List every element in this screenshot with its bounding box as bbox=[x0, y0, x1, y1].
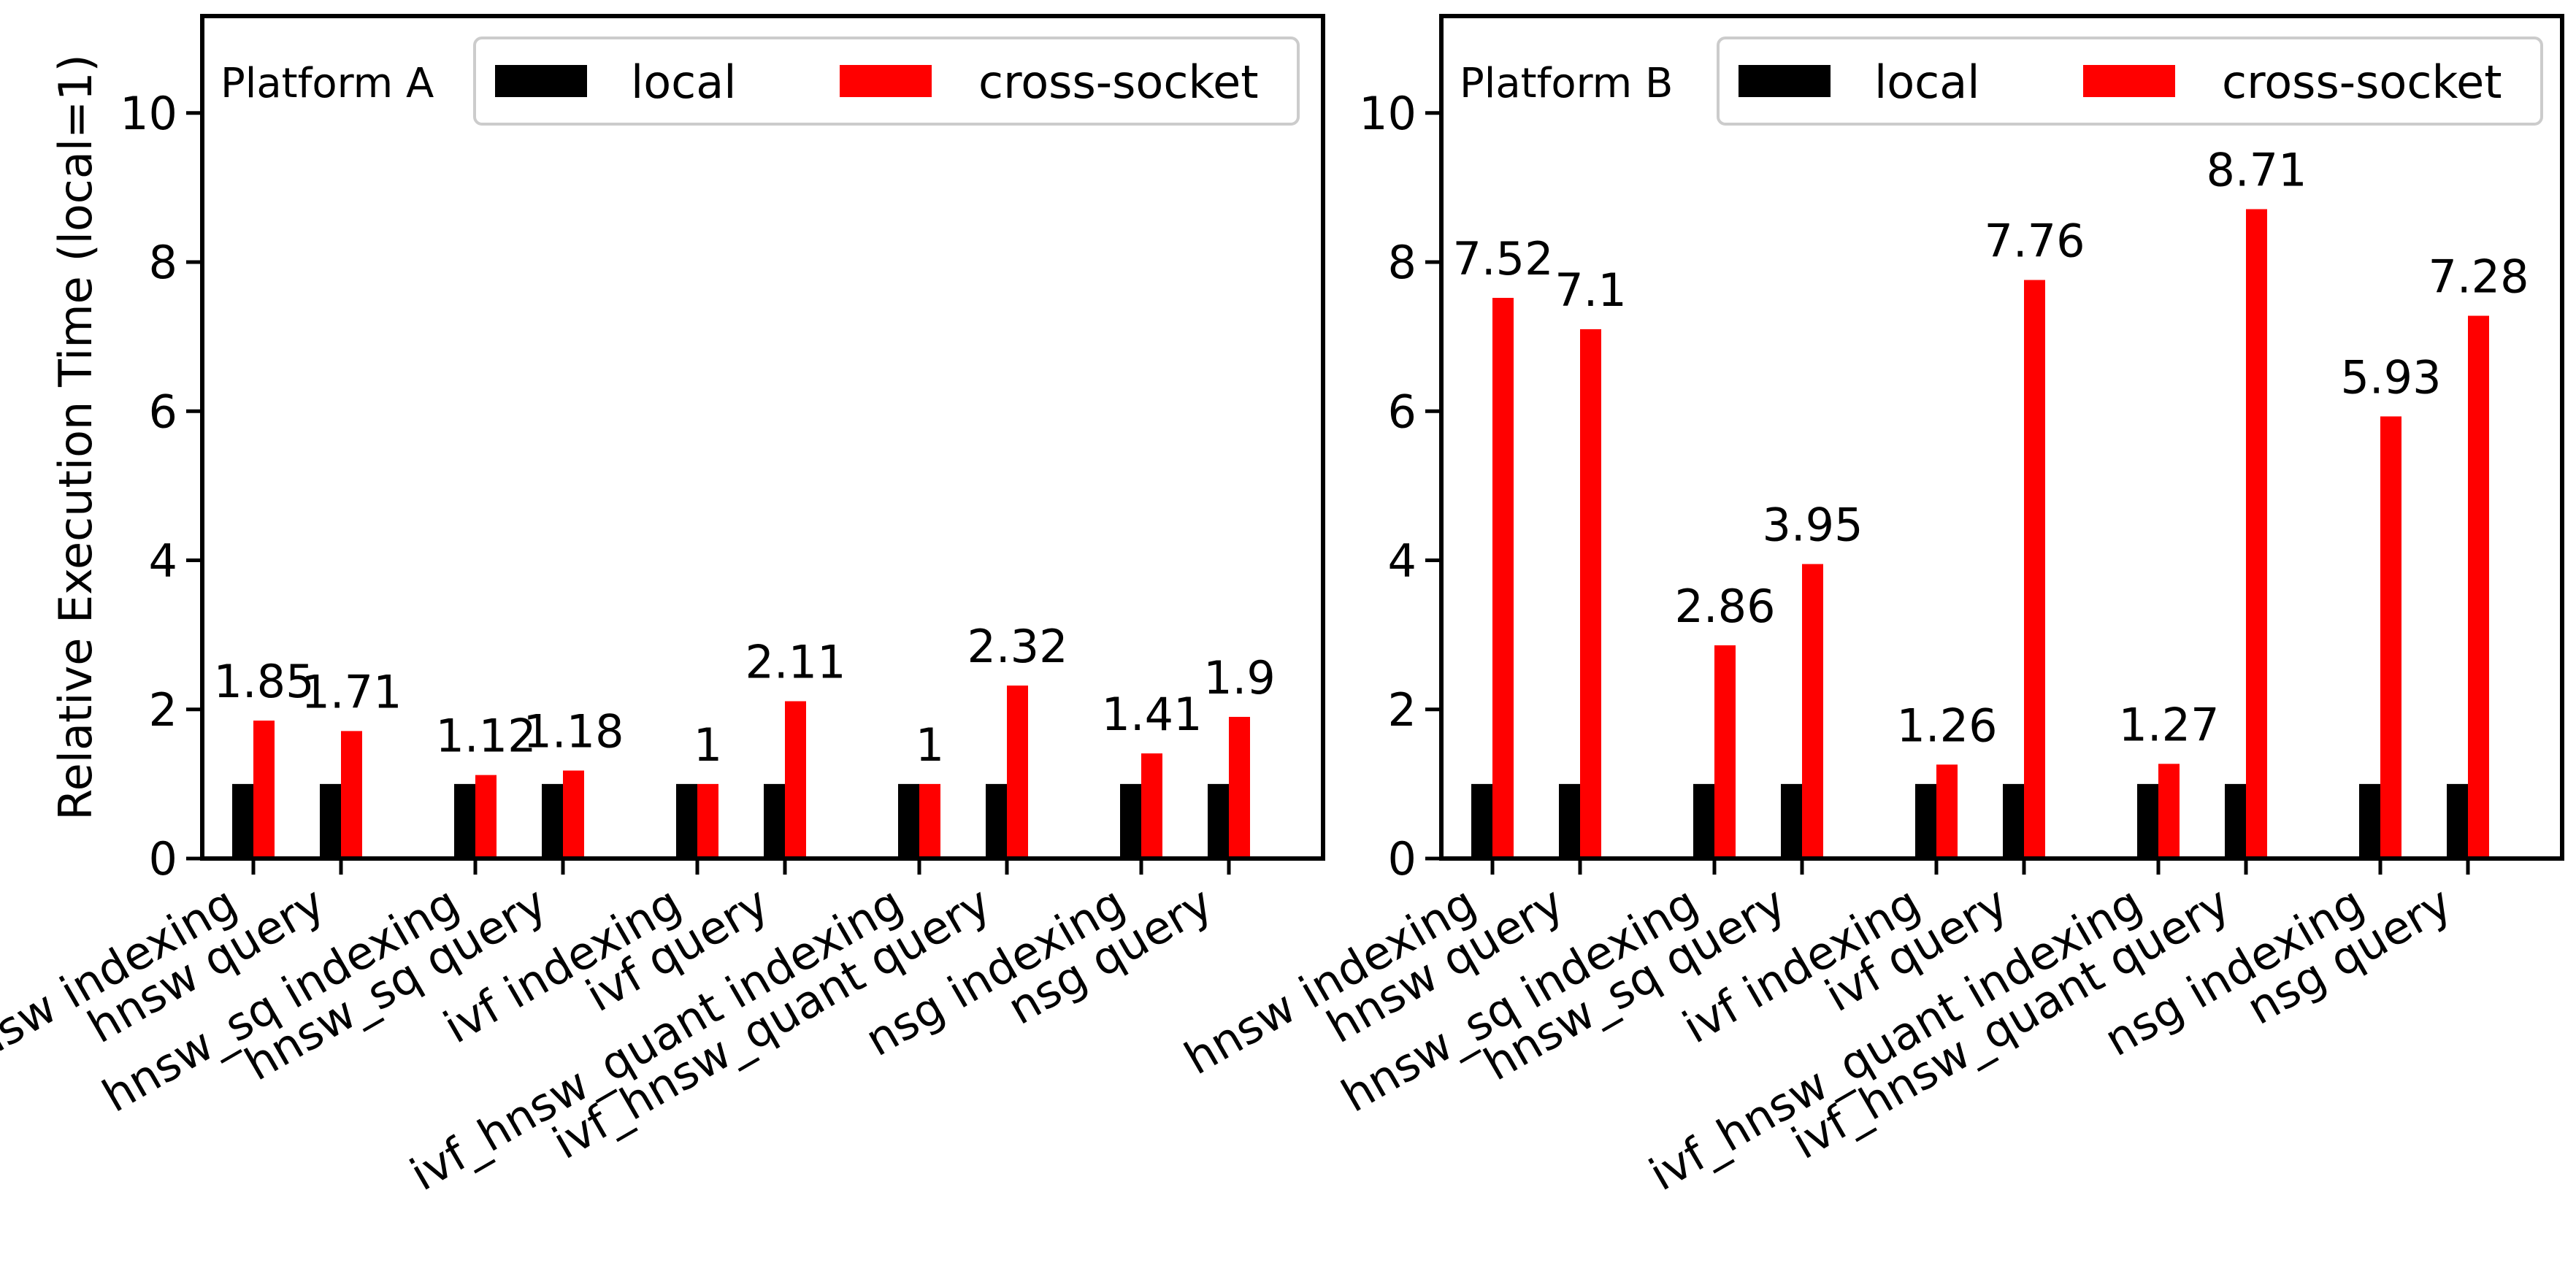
bar-cross-socket-2-7 bbox=[2158, 764, 2180, 859]
data-label-1-8: 2.32 bbox=[967, 620, 1067, 673]
legend-swatch-local-1 bbox=[495, 65, 587, 97]
data-label-1-1: 1.85 bbox=[213, 655, 314, 708]
legend-label-local-1: local bbox=[631, 55, 736, 109]
bar-cross-socket-1-8 bbox=[1007, 686, 1028, 859]
y-tick-label-1-1: 0 bbox=[149, 832, 177, 886]
data-label-2-8: 8.71 bbox=[2206, 144, 2307, 197]
data-label-2-5: 1.26 bbox=[1896, 699, 1997, 752]
y-tick-label-1-6: 10 bbox=[120, 87, 177, 140]
bar-local-2-7 bbox=[2137, 783, 2158, 859]
bar-cross-socket-1-6 bbox=[785, 701, 806, 859]
bar-cross-socket-1-10 bbox=[1229, 716, 1250, 859]
y-tick-label-2-2: 2 bbox=[1388, 683, 1417, 737]
bar-cross-socket-1-2 bbox=[341, 731, 362, 859]
bar-local-2-3 bbox=[1693, 783, 1714, 859]
bar-local-1-9 bbox=[1120, 783, 1141, 859]
bar-local-2-1 bbox=[1471, 783, 1492, 859]
bar-cross-socket-1-7 bbox=[919, 783, 940, 859]
bar-cross-socket-2-1 bbox=[1492, 298, 1514, 859]
legend-swatch-cross-socket-1 bbox=[840, 65, 932, 97]
data-label-2-10: 7.28 bbox=[2428, 250, 2529, 304]
bar-cross-socket-2-6 bbox=[2024, 280, 2045, 859]
bar-cross-socket-2-9 bbox=[2380, 416, 2401, 859]
bar-local-2-9 bbox=[2359, 783, 2380, 859]
bar-local-1-2 bbox=[320, 783, 341, 859]
y-tick-label-2-4: 6 bbox=[1388, 385, 1417, 438]
bar-local-2-10 bbox=[2447, 783, 2468, 859]
legend-label-cross-socket-1: cross-socket bbox=[978, 55, 1259, 109]
y-tick-label-2-6: 10 bbox=[1359, 87, 1417, 140]
bar-cross-socket-1-1 bbox=[253, 721, 275, 859]
data-label-2-6: 7.76 bbox=[1984, 215, 2085, 268]
bar-cross-socket-2-2 bbox=[1580, 329, 1601, 859]
y-tick-label-2-5: 8 bbox=[1388, 236, 1417, 289]
data-label-1-7: 1 bbox=[916, 718, 944, 772]
bar-local-2-2 bbox=[1559, 783, 1580, 859]
bar-local-1-5 bbox=[676, 783, 697, 859]
bar-cross-socket-1-3 bbox=[475, 775, 497, 859]
y-axis-label: Relative Execution Time (local=1) bbox=[49, 54, 102, 820]
legend-swatch-local-2 bbox=[1739, 65, 1831, 97]
data-label-2-7: 1.27 bbox=[2118, 698, 2219, 751]
data-label-2-1: 7.52 bbox=[1452, 232, 1553, 285]
panel-label-2: Platform B bbox=[1460, 60, 1673, 107]
bar-local-1-1 bbox=[232, 783, 253, 859]
data-label-1-9: 1.41 bbox=[1101, 688, 1202, 741]
bar-local-2-5 bbox=[1915, 783, 1936, 859]
data-label-1-10: 1.9 bbox=[1203, 651, 1276, 704]
data-label-2-3: 2.86 bbox=[1674, 580, 1775, 633]
bar-local-2-8 bbox=[2225, 783, 2246, 859]
bar-cross-socket-2-3 bbox=[1714, 645, 1736, 859]
data-label-2-2: 7.1 bbox=[1555, 264, 1627, 317]
bar-local-1-7 bbox=[898, 783, 919, 859]
bar-local-2-6 bbox=[2003, 783, 2024, 859]
bar-cross-socket-2-4 bbox=[1802, 564, 1823, 859]
data-label-2-9: 5.93 bbox=[2340, 350, 2441, 404]
bar-cross-socket-2-8 bbox=[2246, 209, 2267, 859]
panel-label-1: Platform A bbox=[221, 60, 434, 107]
data-label-1-3: 1.12 bbox=[435, 710, 536, 763]
bar-local-1-3 bbox=[454, 783, 475, 859]
legend-swatch-cross-socket-2 bbox=[2083, 65, 2175, 97]
bar-cross-socket-1-4 bbox=[563, 770, 584, 859]
legend-label-cross-socket-2: cross-socket bbox=[2222, 55, 2502, 109]
bar-local-2-4 bbox=[1781, 783, 1802, 859]
data-label-1-2: 1.71 bbox=[301, 665, 402, 718]
y-tick-label-2-1: 0 bbox=[1388, 832, 1417, 886]
bar-cross-socket-2-10 bbox=[2468, 315, 2489, 859]
bar-cross-socket-1-5 bbox=[697, 783, 718, 859]
y-tick-label-1-3: 4 bbox=[149, 534, 177, 588]
legend-label-local-2: local bbox=[1874, 55, 1979, 109]
bar-local-1-8 bbox=[986, 783, 1007, 859]
plot-frame-1 bbox=[200, 14, 1325, 861]
bar-cross-socket-1-9 bbox=[1141, 753, 1162, 859]
data-label-1-5: 1 bbox=[694, 718, 722, 772]
y-tick-label-1-4: 6 bbox=[149, 385, 177, 438]
y-tick-label-1-2: 2 bbox=[149, 683, 177, 737]
y-tick-label-2-3: 4 bbox=[1388, 534, 1417, 588]
data-label-2-4: 3.95 bbox=[1762, 499, 1863, 552]
bar-cross-socket-2-5 bbox=[1936, 764, 1958, 859]
bar-local-1-4 bbox=[542, 783, 563, 859]
bar-local-1-10 bbox=[1208, 783, 1229, 859]
data-label-1-6: 2.11 bbox=[745, 636, 846, 689]
bar-local-1-6 bbox=[764, 783, 785, 859]
data-label-1-4: 1.18 bbox=[523, 704, 624, 758]
y-tick-label-1-5: 8 bbox=[149, 236, 177, 289]
plot-frame-2 bbox=[1439, 14, 2564, 861]
